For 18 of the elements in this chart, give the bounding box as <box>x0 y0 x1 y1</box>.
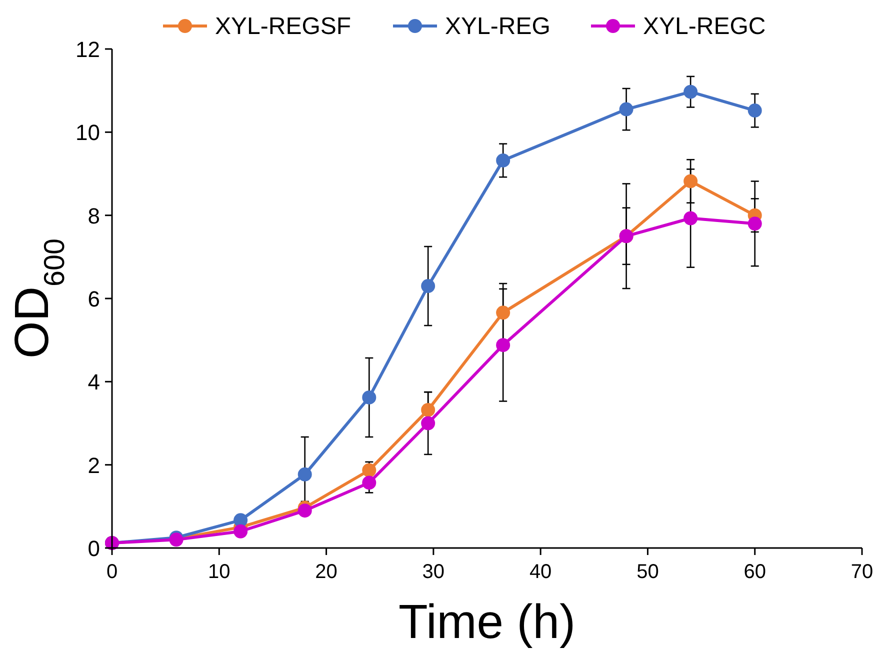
y-tick-label: 8 <box>88 203 100 228</box>
y-tick-label: 0 <box>88 536 100 561</box>
x-tick-label: 10 <box>208 561 230 583</box>
x-tick-label: 40 <box>529 561 552 583</box>
x-tick-label: 0 <box>106 561 118 583</box>
y-tick-label: 4 <box>88 370 100 395</box>
y-tick-label: 10 <box>76 120 100 146</box>
x-tick-label: 60 <box>744 561 766 583</box>
legend-label: XYL-REGSF <box>215 13 352 40</box>
y-tick-label: 6 <box>88 286 100 312</box>
legend-label: XYL-REG <box>445 13 550 40</box>
x-tick-label: 50 <box>636 561 659 583</box>
x-tick-label: 70 <box>850 561 874 583</box>
x-tick-label: 20 <box>315 561 338 583</box>
legend-label: XYL-REGC <box>643 13 766 40</box>
x-tick-label: 30 <box>422 561 445 583</box>
y-tick-label: 2 <box>88 452 100 478</box>
y-tick-label: 12 <box>76 37 100 62</box>
